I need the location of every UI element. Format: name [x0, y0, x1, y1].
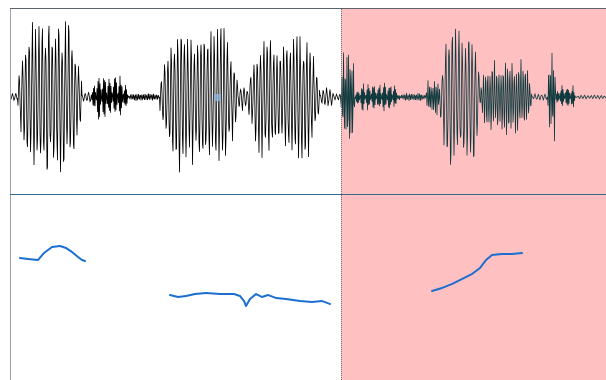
panel-divider: [10, 194, 606, 195]
pitch-contour-graphic: [10, 195, 606, 380]
cursor-marker-icon: [214, 94, 221, 101]
pitch-contour: [432, 253, 522, 291]
pitch-panel[interactable]: [10, 195, 606, 380]
left-gutter: [0, 0, 10, 380]
waveform-trace: [10, 21, 341, 172]
waveform-graphic: [10, 9, 606, 194]
waveform-panel[interactable]: [10, 9, 606, 194]
pitch-contour: [170, 293, 330, 306]
top-border: [10, 8, 606, 9]
pitch-contour: [20, 246, 85, 261]
waveform-trace: [341, 29, 606, 165]
